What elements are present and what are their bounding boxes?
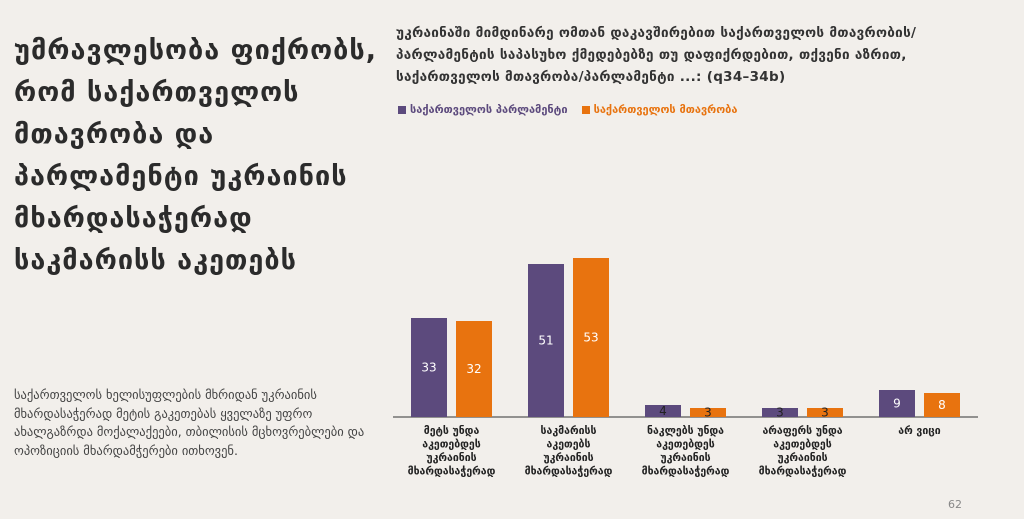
bar-parliament-3	[762, 408, 798, 417]
data-label-government-1: 53	[583, 331, 598, 345]
legend-item-parliament: საქართველოს პარლამენტი	[398, 103, 568, 116]
legend-label-parliament: საქართველოს პარლამენტი	[410, 103, 568, 116]
chart-legend: საქართველოს პარლამენტი საქართველოს მთავრ…	[398, 103, 737, 116]
data-label-government-4: 8	[938, 398, 946, 412]
category-label-0: მეტს უნდა აკეთებდეს უკრაინის მხარდასაჭერად	[408, 425, 496, 478]
legend-swatch-parliament	[398, 105, 406, 114]
data-label-parliament-2: 4	[659, 404, 667, 418]
legend-swatch-government	[581, 105, 590, 114]
category-label-1: საკმარისს აკეთებს უკრაინის მხარდასაჭერად	[525, 425, 613, 478]
legend-item-government: საქართველოს მთავრობა	[581, 103, 738, 116]
data-label-parliament-3: 3	[776, 406, 784, 420]
bar-government-3	[807, 408, 843, 417]
bar-parliament-4	[879, 390, 915, 417]
bar-parliament-2	[645, 405, 681, 417]
bar-parliament-1	[528, 264, 564, 417]
chart-title: უკრაინაში მიმდინარე ომთან დაკავშირებით ს…	[396, 25, 917, 85]
category-label-3: არაფერს უნდა აკეთებდეს უკრაინის მხარდასაჭერ…	[759, 425, 847, 478]
data-label-government-3: 3	[821, 406, 829, 420]
data-label-parliament-1: 51	[538, 334, 553, 348]
data-label-government-0: 32	[466, 362, 481, 376]
bar-government-0	[456, 321, 492, 417]
bar-government-1	[573, 258, 609, 417]
note-text: საქართველოს ხელისუფლების მხრიდან უკრაინი…	[14, 387, 365, 458]
data-label-parliament-0: 33	[421, 361, 436, 375]
bar-parliament-0	[411, 318, 447, 417]
data-label-parliament-4: 9	[893, 397, 901, 411]
page-number: 62	[948, 498, 962, 511]
category-label-2: ნაკლებს უნდა აკეთებდეს უკრაინის მხარდასაჭერ…	[642, 425, 730, 478]
bar-government-2	[690, 408, 726, 417]
category-label-4: არ ვიცი	[898, 425, 940, 437]
data-label-government-2: 3	[704, 406, 712, 420]
bar-government-4	[924, 393, 960, 417]
legend-label-government: საქართველოს მთავრობა	[593, 103, 738, 116]
headline: უმრავლესობა ფიქრობს, რომ საქართველოს მთა…	[14, 35, 377, 276]
